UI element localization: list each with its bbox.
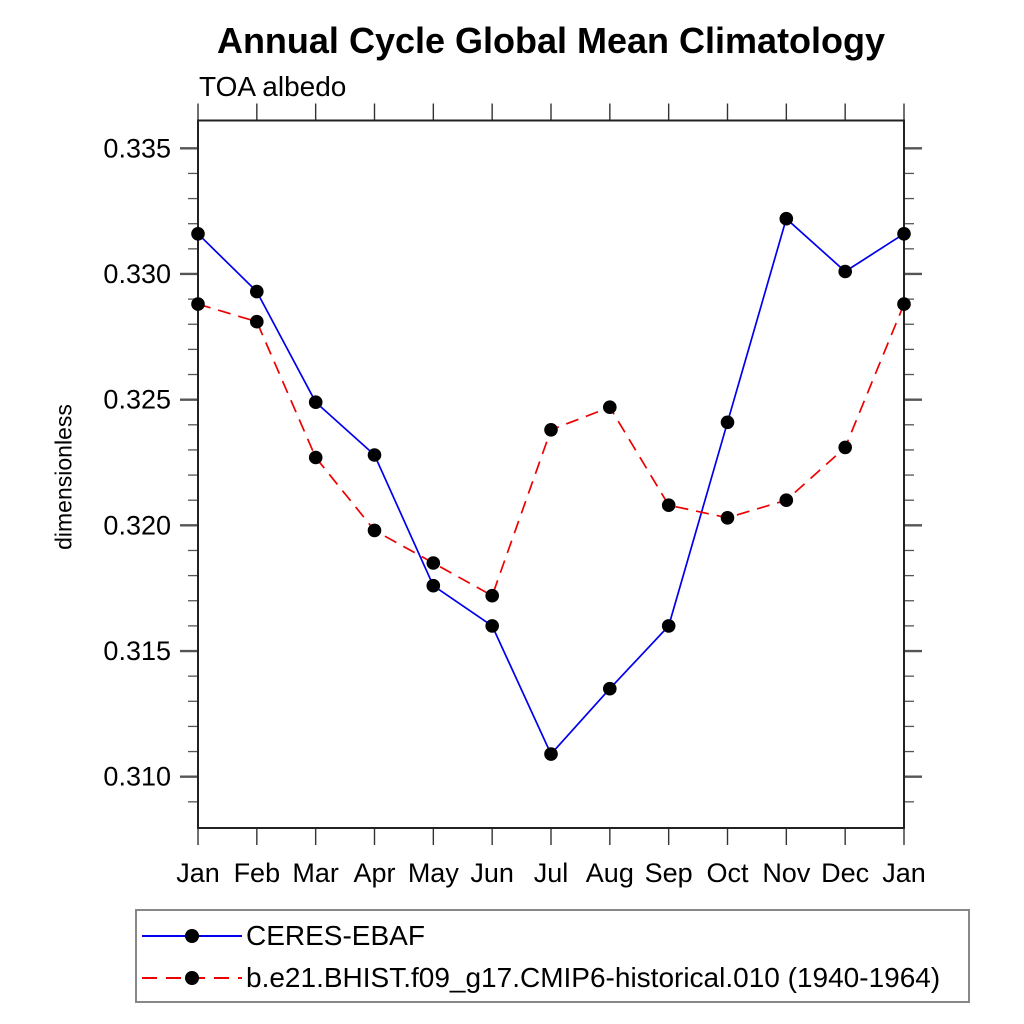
y-tick-label: 0.315	[103, 636, 171, 666]
data-point-marker	[544, 747, 558, 761]
chart-subtitle: TOA albedo	[199, 71, 347, 102]
data-point-marker	[367, 523, 382, 538]
data-point-marker	[603, 400, 617, 415]
legend-label: b.e21.BHIST.f09_g17.CMIP6-historical.010…	[246, 962, 941, 993]
x-tick-label: Jun	[470, 858, 514, 888]
data-point-marker	[249, 284, 264, 299]
data-point-marker	[838, 264, 852, 279]
legend-marker-icon	[185, 929, 199, 943]
plot-border	[197, 119, 905, 829]
x-tick-label: Apr	[353, 858, 395, 888]
x-tick-label: Mar	[292, 858, 339, 888]
x-tick-label: Aug	[586, 858, 634, 888]
x-tick-label: Oct	[706, 858, 749, 888]
x-tick-label: Jan	[882, 858, 926, 888]
x-tick-label: Sep	[645, 858, 693, 888]
x-tick-label: May	[408, 858, 460, 888]
y-tick-label: 0.310	[103, 762, 171, 792]
data-point-marker	[191, 297, 205, 311]
x-tick-label: Dec	[821, 858, 869, 888]
legend-item: CERES-EBAF	[140, 916, 425, 956]
x-tick-label: Jan	[176, 858, 220, 888]
data-point-marker	[661, 498, 676, 512]
data-point-marker	[191, 227, 205, 241]
data-point-marker	[426, 578, 441, 593]
data-point-marker	[249, 314, 264, 329]
x-tick-label: Nov	[762, 858, 811, 888]
series-line-1	[197, 303, 905, 597]
data-point-marker	[661, 619, 676, 633]
x-tick-label: Jul	[534, 858, 569, 888]
y-tick-label: 0.325	[103, 385, 171, 415]
data-point-marker	[603, 681, 617, 696]
y-tick-label: 0.320	[103, 510, 171, 540]
legend: CERES-EBAF b.e21.BHIST.f09_g17.CMIP6-his…	[135, 909, 970, 1003]
data-point-marker	[367, 448, 382, 462]
chart-title: Annual Cycle Global Mean Climatology	[216, 20, 886, 61]
series-line-0	[197, 217, 905, 756]
data-point-marker	[779, 493, 794, 508]
data-point-marker	[426, 556, 441, 570]
data-point-marker	[485, 588, 500, 603]
data-point-marker	[779, 211, 794, 226]
legend-line-sample	[142, 929, 242, 943]
legend-marker-icon	[185, 971, 199, 985]
data-point-marker	[485, 619, 500, 633]
legend-item: b.e21.BHIST.f09_g17.CMIP6-historical.010…	[140, 958, 940, 998]
data-point-marker	[897, 297, 911, 311]
data-point-marker	[308, 395, 323, 410]
data-point-marker	[720, 415, 735, 430]
legend-line-sample	[142, 971, 242, 985]
data-point-marker	[544, 423, 558, 437]
x-tick-label: Feb	[234, 858, 281, 888]
legend-label: CERES-EBAF	[246, 920, 425, 951]
data-point-marker	[838, 440, 852, 455]
y-tick-label: 0.335	[103, 133, 171, 163]
y-tick-label: 0.330	[103, 259, 171, 289]
data-point-marker	[897, 227, 911, 241]
data-point-marker	[308, 450, 323, 465]
data-point-marker	[720, 511, 735, 525]
